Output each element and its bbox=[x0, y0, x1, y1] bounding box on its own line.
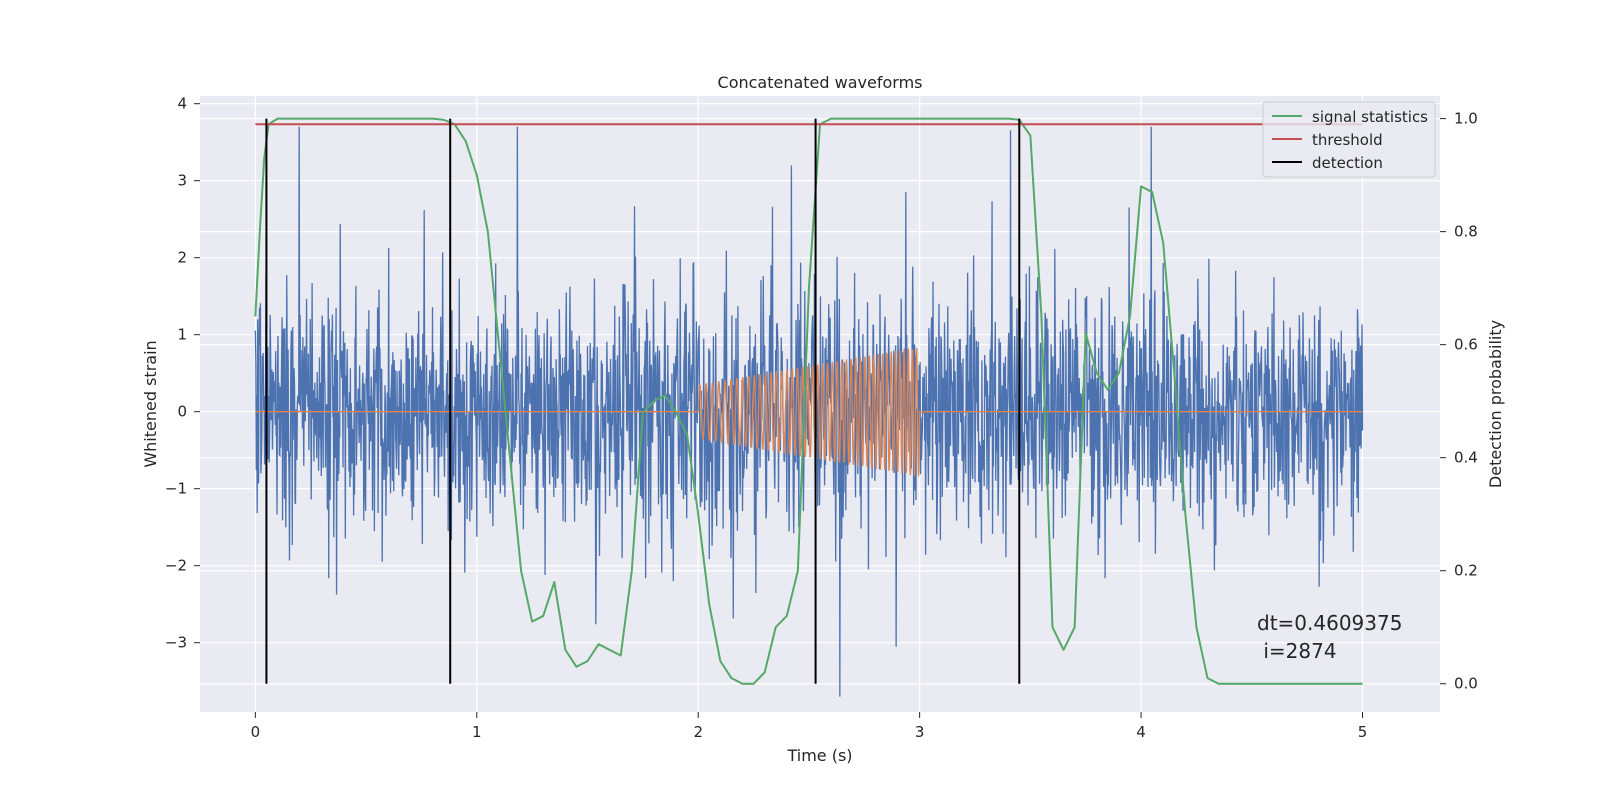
legend: signal statistics threshold detection bbox=[1262, 101, 1436, 178]
x-tick-label: 0 bbox=[251, 723, 261, 741]
y-tick-label-left: 1 bbox=[177, 326, 187, 344]
legend-label-threshold: threshold bbox=[1312, 131, 1383, 149]
x-tick-label: 4 bbox=[1136, 723, 1146, 741]
y-tick-label-left: −3 bbox=[165, 634, 187, 652]
y-tick-label-left: 0 bbox=[177, 403, 187, 421]
annotation-dt: dt=0.4609375 bbox=[1257, 611, 1402, 635]
data-layer bbox=[254, 117, 1364, 697]
x-axis-label: Time (s) bbox=[786, 746, 852, 765]
y-tick-label-right: 0.2 bbox=[1454, 562, 1478, 580]
annotation-i: i=2874 bbox=[1257, 639, 1337, 663]
y-tick-label-right: 1.0 bbox=[1454, 110, 1478, 128]
series-line-signal-statistics bbox=[254, 117, 1363, 685]
y-tick-label-right: 0.8 bbox=[1454, 223, 1478, 241]
legend-label-detection: detection bbox=[1312, 154, 1383, 172]
y-tick-label-left: 2 bbox=[177, 249, 187, 267]
y-axis-label-left: Whitened strain bbox=[141, 340, 160, 467]
chart-title: Concatenated waveforms bbox=[718, 73, 923, 92]
y-tick-label-left: −2 bbox=[165, 557, 187, 575]
y-tick-label-right: 0.4 bbox=[1454, 449, 1478, 467]
x-tick-label: 1 bbox=[472, 723, 482, 741]
legend-label-signal-statistics: signal statistics bbox=[1312, 108, 1428, 126]
ticks: 0 1 2 3 4 5 −3 −2 −1 0 1 2 3 4 0.0 0.2 0.4 0.6 0.8 1.0 bbox=[165, 95, 1478, 741]
x-tick-label: 5 bbox=[1358, 723, 1368, 741]
y-tick-label-left: −1 bbox=[165, 480, 187, 498]
y-tick-label-right: 0.0 bbox=[1454, 675, 1478, 693]
y-tick-label-left: 4 bbox=[177, 95, 187, 113]
x-tick-label: 3 bbox=[915, 723, 925, 741]
x-tick-label: 2 bbox=[693, 723, 703, 741]
series-line-noise bbox=[254, 126, 1364, 697]
legend-frame bbox=[1262, 101, 1436, 178]
y-axis-label-right: Detection probability bbox=[1486, 320, 1505, 488]
y-tick-label-left: 3 bbox=[177, 172, 187, 190]
y-tick-label-right: 0.6 bbox=[1454, 336, 1478, 354]
